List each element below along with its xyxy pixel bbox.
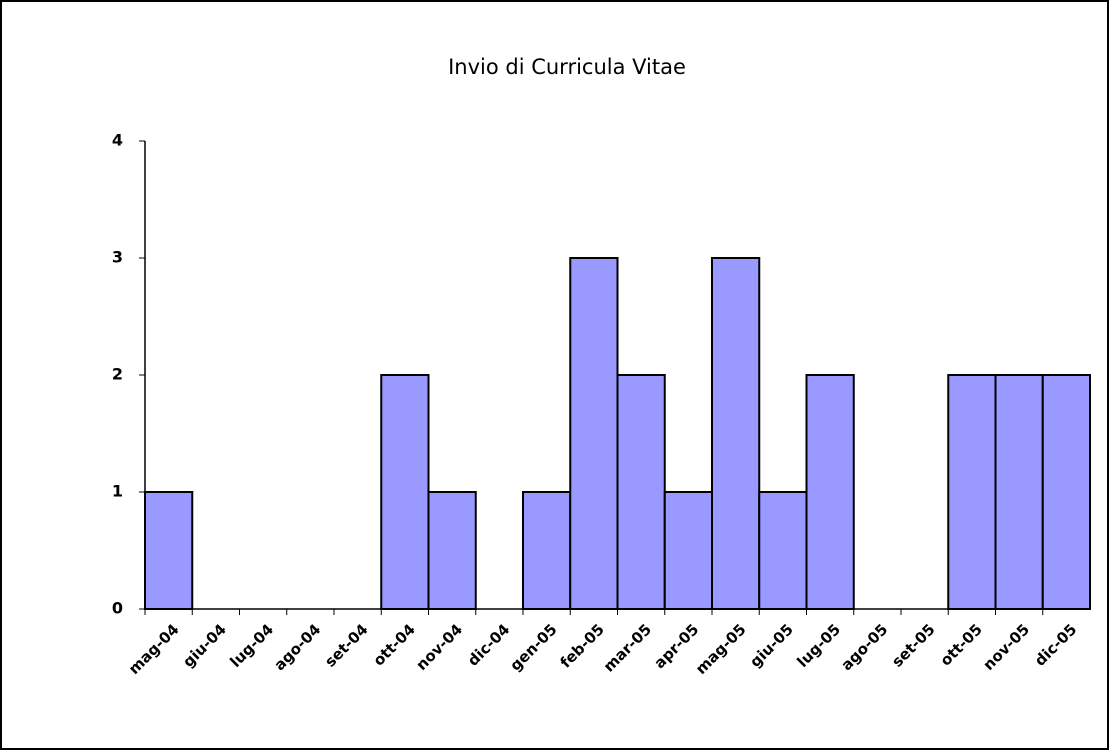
bar bbox=[711, 257, 761, 610]
bar bbox=[616, 374, 666, 610]
y-tick-label: 0 bbox=[112, 599, 123, 618]
bar bbox=[522, 491, 572, 610]
bar bbox=[1041, 374, 1091, 610]
bar bbox=[144, 491, 194, 610]
y-tick-label: 4 bbox=[112, 131, 123, 150]
bar bbox=[427, 491, 477, 610]
bar bbox=[805, 374, 855, 610]
y-tick-label: 1 bbox=[112, 482, 123, 501]
bar bbox=[947, 374, 997, 610]
chart-title: Invio di Curricula Vitae bbox=[448, 55, 686, 79]
bar bbox=[758, 491, 808, 610]
bar bbox=[569, 257, 619, 610]
bar bbox=[994, 374, 1044, 610]
y-tick-label: 3 bbox=[112, 248, 123, 267]
bar bbox=[380, 374, 430, 610]
bar bbox=[663, 491, 713, 610]
y-tick-label: 2 bbox=[112, 365, 123, 384]
